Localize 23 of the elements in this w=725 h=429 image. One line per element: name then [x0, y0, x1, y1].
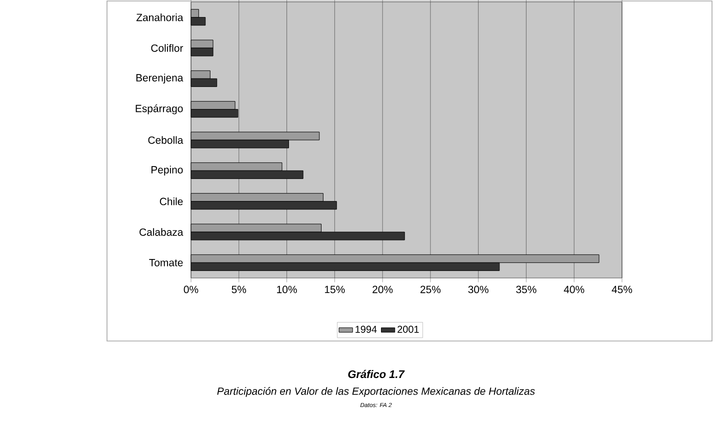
x-tick-label: 25%: [420, 286, 441, 294]
x-tick-label: 15%: [324, 286, 345, 294]
y-tick-label: Cebolla: [148, 136, 184, 144]
y-tick-label: Coliflor: [151, 44, 184, 52]
x-tick-label: 45%: [612, 286, 632, 294]
x-tick-label: 40%: [564, 286, 584, 294]
x-tick-label: 35%: [516, 286, 536, 294]
y-tick-label: Calabaza: [140, 228, 184, 236]
y-tick-label: Chile: [160, 197, 183, 206]
y-tick-label: Espárrago: [136, 104, 183, 114]
x-tick-label: 0%: [184, 286, 198, 294]
legend-label: 1994: [356, 326, 377, 333]
legend-label: 2001: [398, 326, 419, 333]
y-tick-label: Pepino: [152, 166, 183, 176]
x-tick-label: 30%: [468, 286, 488, 294]
y-tick-label: Berenjena: [136, 74, 184, 84]
y-tick-label: Tomate: [149, 259, 183, 266]
text: Gráfico 1.7: [348, 370, 405, 378]
y-tick-label: Zanahoria: [136, 13, 184, 22]
x-tick-label: 20%: [372, 286, 393, 294]
x-tick-label: 5%: [232, 286, 246, 294]
x-tick-label: 10%: [277, 286, 297, 294]
text: Participación en Valor de las Exportaciones Mexicanas de Hortalizas: [217, 387, 535, 397]
